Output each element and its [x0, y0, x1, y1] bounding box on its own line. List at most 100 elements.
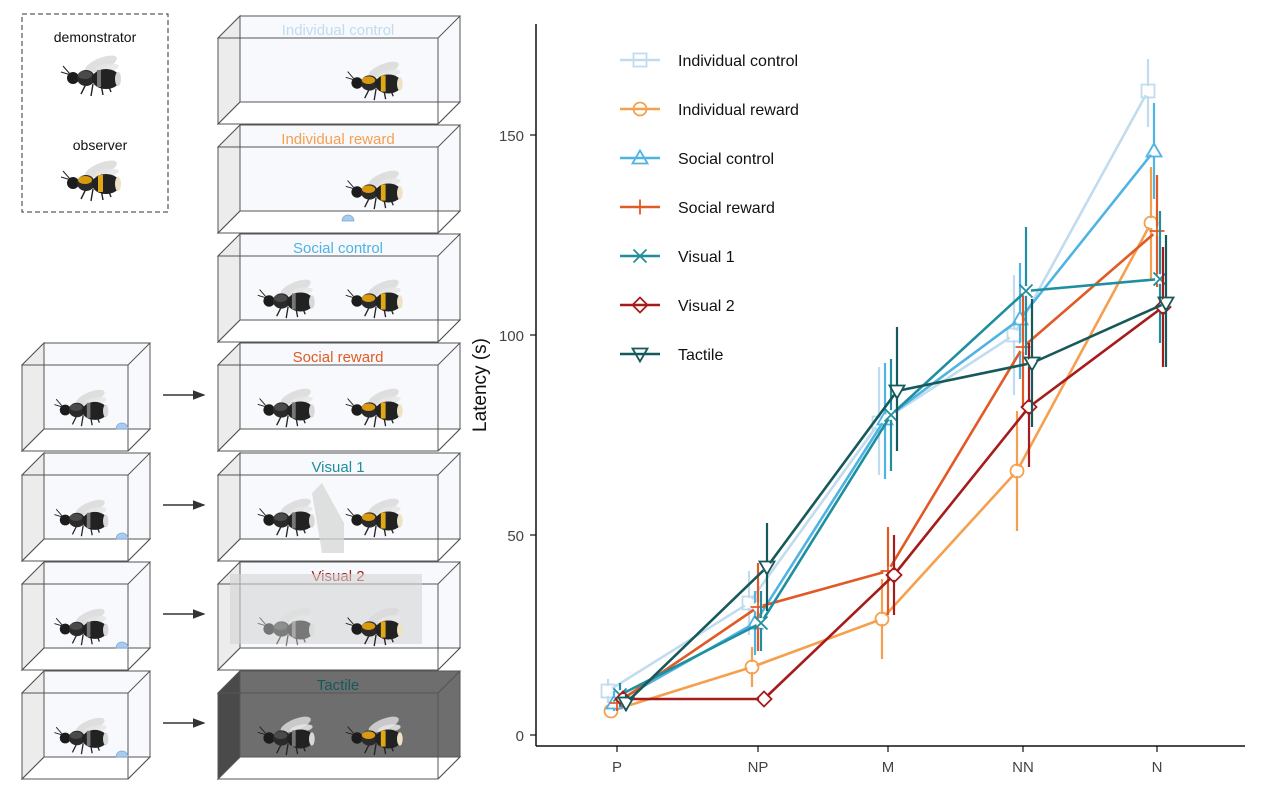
demonstrator-bee-icon	[257, 388, 315, 428]
data-point	[1140, 83, 1156, 99]
test-arena-box	[216, 232, 462, 344]
data-point	[757, 560, 777, 577]
legend-label: Visual 2	[678, 298, 735, 315]
y-axis-title: Latency (s)	[470, 338, 491, 432]
reward-drop-icon	[341, 214, 355, 222]
marker-background	[889, 570, 899, 580]
demonstrator-bee-icon	[257, 607, 315, 647]
data-point	[616, 696, 636, 713]
series-visual-2	[614, 247, 1172, 708]
y-tick-label: 150	[499, 128, 524, 145]
condition-label: Individual control	[282, 22, 395, 39]
data-point	[887, 384, 907, 401]
condition-row: Visual 2	[20, 560, 462, 672]
observer-bee-icon	[345, 716, 403, 756]
legend-item: Individual control	[620, 52, 798, 70]
condition-label: Social reward	[293, 349, 384, 366]
data-point	[1149, 223, 1165, 239]
demonstrator-bee-icon	[54, 499, 109, 537]
marker-background	[1012, 466, 1022, 476]
legend-label: Individual reward	[678, 102, 799, 119]
observer-bee-icon	[60, 160, 121, 202]
reward-drop-icon	[115, 532, 129, 540]
legend-marker	[632, 199, 648, 215]
marker-background	[744, 598, 754, 608]
legend-item: Visual 1	[620, 248, 735, 266]
observer-bee-icon	[345, 61, 403, 101]
condition-row: Social control	[216, 232, 462, 344]
marker-background	[877, 614, 887, 624]
y-tick-label: 100	[499, 328, 524, 345]
marker-background	[1143, 86, 1153, 96]
legend-marker	[631, 296, 649, 314]
observer-bee-icon	[345, 498, 403, 538]
demonstrator-bee-icon	[54, 717, 109, 755]
legend-label: Visual 1	[678, 249, 735, 266]
marker-background	[1009, 330, 1019, 340]
demonstrator-bee-icon	[257, 498, 315, 538]
x-tick-label: N	[1152, 759, 1163, 776]
legend-label: Social control	[678, 151, 774, 168]
data-point	[744, 659, 760, 675]
demonstrator-bee-icon	[60, 55, 121, 97]
bee-key-box	[21, 13, 169, 213]
y-ticks: 0 50 100 150	[499, 128, 536, 745]
demonstrator-label: demonstrator	[54, 29, 137, 45]
reward-drop-icon	[115, 750, 129, 758]
condition-label: Individual reward	[281, 131, 394, 148]
test-arena-box	[216, 123, 462, 235]
legend-item: Social control	[620, 148, 774, 168]
demonstrator-bee-icon	[54, 389, 109, 427]
legend-label: Social reward	[678, 200, 775, 217]
legend-item: Individual reward	[620, 101, 799, 119]
vertical-divider	[312, 483, 344, 553]
condition-label: Social control	[293, 240, 383, 257]
marker-background	[759, 694, 769, 704]
data-point	[753, 615, 769, 631]
test-arena-box	[216, 341, 462, 453]
y-tick-label: 0	[516, 728, 524, 745]
data-point	[874, 611, 890, 627]
observer-bee-icon	[345, 388, 403, 428]
data-point	[1009, 463, 1025, 479]
data-point	[885, 566, 903, 584]
observer-label: observer	[73, 137, 128, 153]
demonstrator-bee-icon	[257, 716, 315, 756]
condition-row: Visual 1	[20, 451, 462, 563]
legend-marker	[632, 101, 648, 117]
legend-marker	[632, 52, 648, 68]
series-visual-1	[612, 211, 1168, 707]
reward-drop-icon	[115, 641, 129, 649]
series-line	[623, 305, 1164, 701]
marker-background	[1146, 218, 1156, 228]
data-point	[1020, 398, 1038, 416]
experiment-schematic: demonstrator observer Individual control…	[20, 13, 462, 781]
legend-label: Individual control	[678, 53, 798, 70]
condition-label: Visual 1	[311, 459, 364, 476]
demonstrator-bee-icon	[257, 279, 315, 319]
legend-marker	[630, 148, 650, 165]
data-point	[1018, 283, 1034, 299]
x-tick-label: NP	[748, 759, 769, 776]
data-point	[750, 599, 766, 615]
demonstrator-bee-icon	[54, 608, 109, 646]
observer-bee-icon	[345, 170, 403, 210]
x-ticks: P NP M NN N	[612, 746, 1162, 776]
legend-item: Visual 2	[620, 296, 735, 315]
reward-drop-icon	[115, 422, 129, 430]
series-layer	[600, 59, 1176, 719]
x-tick-label: M	[882, 759, 895, 776]
series-tactile	[616, 235, 1176, 713]
legend-label: Tactile	[678, 347, 723, 364]
x-tick-label: NN	[1012, 759, 1034, 776]
test-arena-box	[216, 14, 462, 126]
observer-bee-icon	[345, 607, 403, 647]
observer-bee-icon	[345, 279, 403, 319]
x-tick-label: P	[612, 759, 622, 776]
data-point	[1022, 356, 1042, 373]
data-point	[883, 407, 899, 423]
data-point	[1152, 271, 1168, 287]
marker-background	[747, 662, 757, 672]
